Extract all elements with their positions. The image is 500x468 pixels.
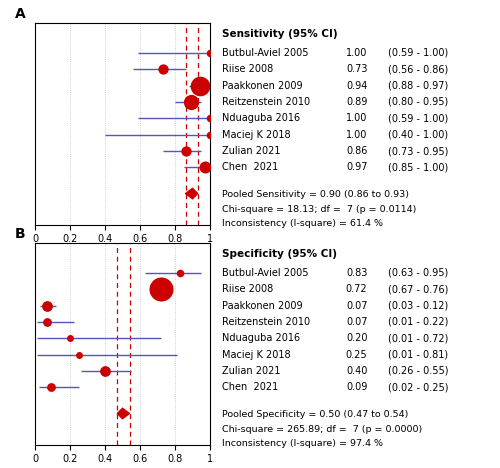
Text: (0.59 - 1.00): (0.59 - 1.00) [388, 48, 448, 58]
Point [66, 335, 74, 342]
Text: (0.80 - 0.95): (0.80 - 0.95) [388, 97, 448, 107]
Point [206, 49, 214, 57]
Point [157, 285, 165, 293]
Text: (0.01 - 0.22): (0.01 - 0.22) [388, 317, 448, 327]
Text: 0.97: 0.97 [346, 162, 368, 172]
Point [159, 66, 167, 73]
Text: Pooled Sensitivity = 0.90 (0.86 to 0.93): Pooled Sensitivity = 0.90 (0.86 to 0.93) [222, 190, 410, 199]
Text: (0.56 - 0.86): (0.56 - 0.86) [388, 64, 448, 74]
Text: Specificity (95% CI): Specificity (95% CI) [222, 249, 338, 259]
Text: Chen  2021: Chen 2021 [222, 162, 279, 172]
Text: Inconsistency (I-square) = 61.4 %: Inconsistency (I-square) = 61.4 % [222, 219, 384, 228]
Text: Chi-square = 18.13; df =  7 (p = 0.0114): Chi-square = 18.13; df = 7 (p = 0.0114) [222, 205, 417, 213]
Text: Butbul-Aviel 2005: Butbul-Aviel 2005 [222, 268, 309, 278]
Text: 0.83: 0.83 [346, 268, 368, 278]
Polygon shape [186, 188, 198, 199]
Text: Chi-square = 265.89; df =  7 (p = 0.0000): Chi-square = 265.89; df = 7 (p = 0.0000) [222, 424, 423, 433]
Point [206, 115, 214, 122]
Point [206, 131, 214, 139]
Text: 0.09: 0.09 [346, 382, 368, 392]
Text: 0.07: 0.07 [346, 317, 368, 327]
Text: 0.40: 0.40 [346, 366, 368, 376]
Polygon shape [117, 408, 130, 419]
Point [182, 147, 190, 155]
Text: Maciej K 2018: Maciej K 2018 [222, 130, 291, 139]
Text: Pooled Specificity = 0.50 (0.47 to 0.54): Pooled Specificity = 0.50 (0.47 to 0.54) [222, 410, 409, 419]
Text: 0.20: 0.20 [346, 333, 368, 343]
Text: Paakkonen 2009: Paakkonen 2009 [222, 80, 303, 91]
Text: 1.00: 1.00 [346, 48, 368, 58]
Point [47, 384, 55, 391]
Point [176, 269, 184, 277]
Text: (0.40 - 1.00): (0.40 - 1.00) [388, 130, 448, 139]
Point [43, 302, 52, 309]
Text: Riise 2008: Riise 2008 [222, 64, 274, 74]
Text: Maciej K 2018: Maciej K 2018 [222, 350, 291, 359]
Text: 0.72: 0.72 [346, 284, 368, 294]
X-axis label: Sensitivity: Sensitivity [90, 250, 156, 260]
Text: Reitzenstein 2010: Reitzenstein 2010 [222, 317, 310, 327]
Text: Nduaguba 2016: Nduaguba 2016 [222, 113, 300, 123]
Point [75, 351, 83, 358]
Text: Butbul-Aviel 2005: Butbul-Aviel 2005 [222, 48, 309, 58]
Text: B: B [15, 227, 26, 241]
Point [101, 367, 109, 375]
Text: Zulian 2021: Zulian 2021 [222, 146, 281, 156]
Text: (0.26 - 0.55): (0.26 - 0.55) [388, 366, 448, 376]
Text: (0.67 - 0.76): (0.67 - 0.76) [388, 284, 448, 294]
Text: (0.63 - 0.95): (0.63 - 0.95) [388, 268, 448, 278]
Text: (0.01 - 0.72): (0.01 - 0.72) [388, 333, 448, 343]
Text: (0.02 - 0.25): (0.02 - 0.25) [388, 382, 448, 392]
Text: Sensitivity (95% CI): Sensitivity (95% CI) [222, 29, 338, 39]
Text: 1.00: 1.00 [346, 113, 368, 123]
Point [43, 318, 52, 326]
Text: 0.86: 0.86 [346, 146, 368, 156]
Text: Inconsistency (I-square) = 97.4 %: Inconsistency (I-square) = 97.4 % [222, 439, 384, 448]
Text: 0.73: 0.73 [346, 64, 368, 74]
Text: (0.88 - 0.97): (0.88 - 0.97) [388, 80, 448, 91]
Text: Chen  2021: Chen 2021 [222, 382, 279, 392]
Point [196, 82, 203, 89]
Text: (0.85 - 1.00): (0.85 - 1.00) [388, 162, 448, 172]
Text: Riise 2008: Riise 2008 [222, 284, 274, 294]
Text: 0.25: 0.25 [346, 350, 368, 359]
Text: 1.00: 1.00 [346, 130, 368, 139]
Text: 0.89: 0.89 [346, 97, 368, 107]
Text: 0.94: 0.94 [346, 80, 368, 91]
Text: 0.07: 0.07 [346, 300, 368, 311]
Text: Reitzenstein 2010: Reitzenstein 2010 [222, 97, 310, 107]
Text: Zulian 2021: Zulian 2021 [222, 366, 281, 376]
Point [201, 164, 209, 171]
Point [187, 98, 195, 106]
Text: A: A [15, 7, 26, 21]
Text: Paakkonen 2009: Paakkonen 2009 [222, 300, 303, 311]
Text: (0.59 - 1.00): (0.59 - 1.00) [388, 113, 448, 123]
Text: (0.03 - 0.12): (0.03 - 0.12) [388, 300, 448, 311]
Text: Nduaguba 2016: Nduaguba 2016 [222, 333, 300, 343]
Text: (0.01 - 0.81): (0.01 - 0.81) [388, 350, 448, 359]
Text: (0.73 - 0.95): (0.73 - 0.95) [388, 146, 448, 156]
